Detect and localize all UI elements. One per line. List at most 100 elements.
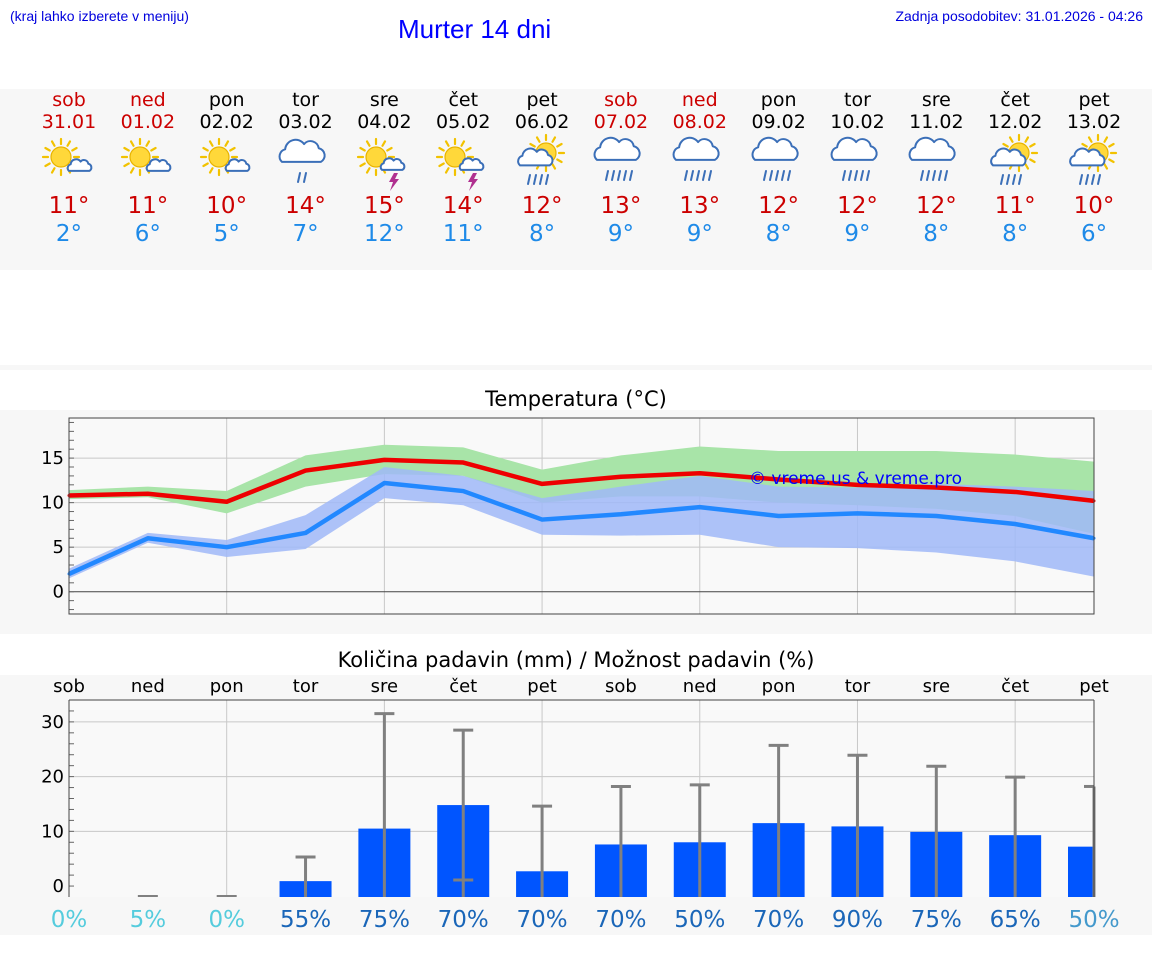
- x-category-label: čet: [1001, 676, 1029, 697]
- day-name: čet: [1000, 89, 1030, 111]
- sun-thunderstorm-icon: [357, 137, 406, 191]
- precipitation-probability: 50%: [1068, 907, 1119, 933]
- max-temperature: 13°: [679, 193, 721, 219]
- day-column: pon 02.02 10° 5°: [187, 89, 267, 248]
- day-column: čet 12.02 11° 8°: [975, 89, 1055, 248]
- max-temperature: 14°: [442, 193, 484, 219]
- day-date: 08.02: [672, 111, 727, 133]
- min-temperature-line-point: [382, 481, 386, 485]
- day-name: čet: [448, 89, 479, 111]
- day-name: sob: [52, 89, 86, 111]
- y-tick-label: 0: [53, 876, 64, 897]
- max-temperature-line-point: [619, 475, 623, 479]
- day-date: 11.02: [909, 111, 964, 133]
- chart-watermark: © vreme.us & vreme.pro: [749, 469, 962, 489]
- min-temperature-line-point: [934, 514, 938, 518]
- y-tick-label: 10: [41, 493, 64, 514]
- min-temperature-line-point: [304, 531, 308, 535]
- day-date: 04.02: [357, 111, 412, 133]
- precipitation-probability: 50%: [674, 907, 725, 933]
- day-name: tor: [292, 89, 319, 111]
- precipitation-probability: 0%: [51, 907, 88, 933]
- precipitation-probability: 70%: [595, 907, 646, 933]
- y-tick-label: 5: [53, 537, 64, 558]
- min-temperature-line-point: [146, 536, 150, 540]
- x-category-label: tor: [293, 676, 319, 697]
- min-temperature-line-point: [225, 545, 229, 549]
- day-column: sre 11.02 12° 8°: [896, 89, 976, 248]
- precipitation-probability: 75%: [911, 907, 962, 933]
- precipitation-probability: 75%: [359, 907, 410, 933]
- x-category-label: ned: [683, 676, 717, 697]
- x-category-label: pet: [1079, 676, 1109, 697]
- sun-partly-cloudy-icon: [41, 137, 93, 177]
- divider-band: [0, 365, 1152, 370]
- min-temperature: 12°: [364, 221, 405, 247]
- day-column: sob 31.01 11° 2°: [29, 89, 109, 248]
- max-temperature-line-point: [461, 461, 465, 465]
- precipitation-probability: 70%: [438, 907, 489, 933]
- max-temperature-line-point: [698, 471, 702, 475]
- max-temperature-line-point: [225, 500, 229, 504]
- max-temperature: 11°: [48, 193, 90, 219]
- cloud-rain-icon: [593, 136, 641, 181]
- min-temperature: 8°: [1002, 221, 1029, 247]
- max-temperature: 11°: [127, 193, 169, 219]
- x-category-label: sob: [605, 676, 637, 697]
- max-temperature: 13°: [600, 193, 642, 219]
- min-temperature: 6°: [134, 221, 161, 247]
- day-date: 06.02: [514, 111, 570, 133]
- day-column: sre 04.02 15° 12°: [344, 89, 424, 248]
- min-temperature: 7°: [292, 221, 319, 247]
- day-date: 13.02: [1066, 111, 1122, 133]
- day-date: 05.02: [436, 111, 491, 133]
- temperature-chart-title: Temperatura (°C): [485, 387, 667, 411]
- max-temperature-line-point: [1013, 490, 1017, 494]
- y-tick-label: 15: [41, 448, 64, 469]
- precipitation-probability: 65%: [990, 907, 1041, 933]
- min-temperature: 9°: [686, 221, 713, 247]
- min-temperature-line-point: [698, 505, 702, 509]
- day-column: pet 13.02 10° 6°: [1054, 89, 1134, 248]
- min-temperature: 8°: [923, 221, 950, 247]
- day-name: sre: [369, 89, 399, 111]
- day-name: tor: [844, 89, 871, 111]
- min-temperature: 11°: [442, 221, 484, 247]
- min-temperature: 9°: [607, 221, 634, 247]
- min-temperature: 5°: [213, 221, 240, 247]
- precipitation-probability: 0%: [208, 907, 245, 933]
- precipitation-probability: 70%: [753, 907, 804, 933]
- day-name: ned: [129, 89, 166, 111]
- min-temperature-line-point: [540, 518, 544, 522]
- min-temperature: 8°: [765, 221, 792, 247]
- forecast-strip-background: [0, 89, 1152, 270]
- last-updated: Zadnja posodobitev: 31.01.2026 - 04:26: [895, 8, 1143, 24]
- precipitation-probability: 5%: [130, 907, 167, 933]
- day-date: 10.02: [830, 111, 885, 133]
- min-temperature-line: [68, 480, 1095, 576]
- sun-cloud-rain-icon: [517, 133, 566, 185]
- max-temperature: 11°: [994, 193, 1036, 219]
- min-temperature-line-point: [619, 512, 623, 516]
- cloud-rain-icon: [672, 136, 720, 181]
- x-category-label: sob: [53, 676, 85, 697]
- max-temperature: 12°: [521, 193, 563, 219]
- max-temperature: 14°: [285, 193, 326, 219]
- precipitation-probability: 70%: [517, 907, 568, 933]
- day-column: čet 05.02 14° 11°: [423, 89, 503, 248]
- day-column: pet 06.02 12° 8°: [502, 89, 582, 248]
- day-column: ned 08.02 13° 9°: [660, 89, 740, 248]
- day-name: sre: [921, 89, 951, 111]
- day-name: pet: [1078, 89, 1110, 111]
- day-date: 02.02: [199, 111, 254, 133]
- x-category-label: pon: [210, 676, 244, 697]
- day-date: 09.02: [751, 111, 806, 133]
- y-tick-label: 30: [41, 712, 64, 733]
- max-temperature: 12°: [837, 193, 878, 219]
- y-tick-label: 10: [41, 821, 64, 842]
- max-temperature: 10°: [1073, 193, 1115, 219]
- min-temperature: 8°: [529, 221, 556, 247]
- x-category-label: ned: [131, 676, 165, 697]
- day-column: sob 07.02 13° 9°: [581, 89, 661, 248]
- day-name: pet: [526, 89, 558, 111]
